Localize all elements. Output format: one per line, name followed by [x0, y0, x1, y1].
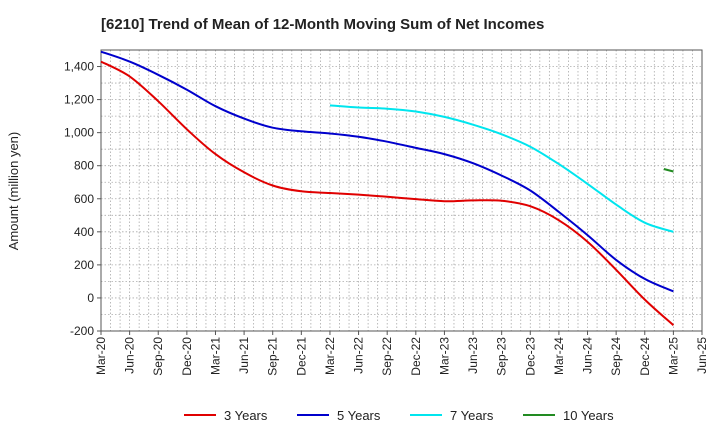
x-tick-label: Dec-23 [523, 337, 537, 376]
y-tick-label: 1,400 [64, 60, 94, 74]
y-tick-label: 0 [87, 291, 94, 305]
x-tick-label: Dec-24 [638, 337, 652, 376]
y-tick-label: 800 [74, 159, 94, 173]
x-tick-label: Sep-23 [495, 337, 509, 376]
x-tick-label: Jun-21 [237, 337, 251, 374]
y-tick-label: -200 [70, 324, 94, 338]
y-tick-label: 400 [74, 225, 94, 239]
plot-area-frame [100, 49, 703, 332]
y-axis-ticks: -200 0 200 400 600 800 1,000 1,200 1,400 [64, 60, 101, 338]
legend-label-5-years: 5 Years [337, 408, 381, 423]
series-line-5-years [100, 50, 674, 293]
legend: 3 Years 5 Years 7 Years 10 Years [184, 408, 614, 423]
x-tick-label: Mar-24 [552, 337, 566, 375]
x-tick-label: Mar-25 [666, 337, 680, 375]
x-tick-label: Jun-20 [123, 337, 137, 374]
series-line-3-years [100, 60, 675, 326]
x-tick-label: Jun-23 [466, 337, 480, 374]
y-tick-label: 600 [74, 192, 94, 206]
y-tick-label: 1,000 [64, 126, 94, 140]
x-tick-label: Mar-20 [94, 337, 108, 375]
y-axis-label: Amount (million yen) [6, 132, 21, 251]
series-line-10-years [663, 168, 674, 173]
x-tick-label: Sep-24 [609, 337, 623, 376]
x-tick-label: Mar-23 [437, 337, 451, 375]
x-tick-label: Jun-22 [352, 337, 366, 374]
legend-label-7-years: 7 Years [450, 408, 494, 423]
x-tick-label: Jun-24 [581, 337, 595, 374]
x-tick-label: Dec-21 [294, 337, 308, 376]
series-line-7-years [329, 104, 674, 233]
x-tick-label: Sep-21 [266, 337, 280, 376]
legend-label-3-years: 3 Years [224, 408, 268, 423]
x-tick-label: Sep-20 [151, 337, 165, 376]
x-tick-label: Jun-25 [695, 337, 709, 374]
chart-title: [6210] Trend of Mean of 12-Month Moving … [101, 16, 544, 33]
x-tick-label: Sep-22 [380, 337, 394, 376]
x-tick-label: Mar-21 [208, 337, 222, 375]
y-tick-label: 1,200 [64, 93, 94, 107]
x-tick-label: Mar-22 [323, 337, 337, 375]
legend-label-10-years: 10 Years [563, 408, 614, 423]
x-tick-label: Dec-20 [180, 337, 194, 376]
x-axis-ticks: Mar-20 Jun-20 Sep-20 Dec-20 Mar-21 Jun-21 Sep-… [94, 331, 709, 376]
x-tick-label: Dec-22 [409, 337, 423, 376]
series-layer [100, 50, 675, 326]
y-tick-label: 200 [74, 258, 94, 272]
